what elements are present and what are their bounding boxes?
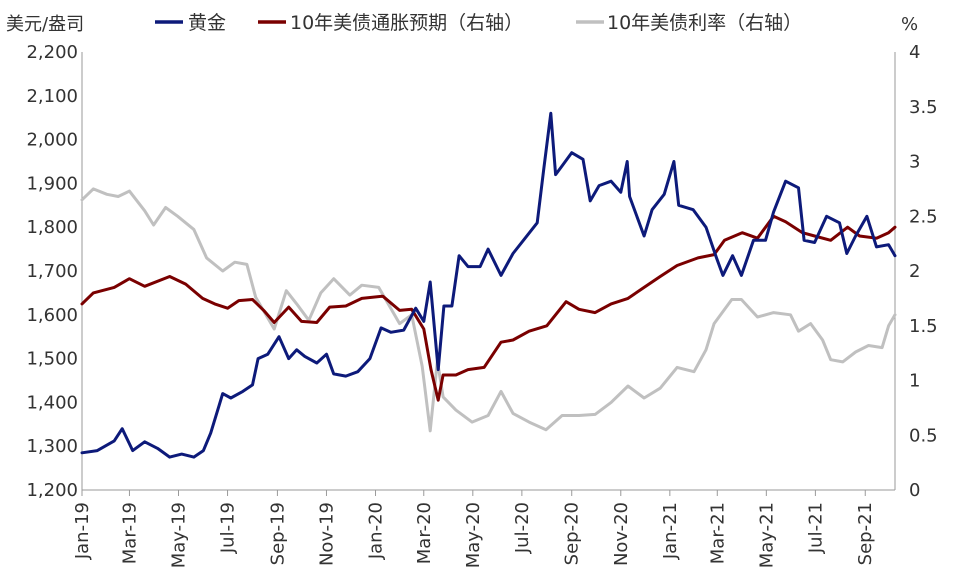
x-tick-label: Sep-19: [267, 502, 288, 565]
right-tick-label: 3.5: [909, 97, 938, 118]
right-tick-label: 2.5: [909, 206, 938, 227]
left-axis-ticks: 1,200 1,300 1,400 1,500 1,600 1,700 1,800 1,900…: [26, 42, 78, 501]
left-tick-label: 2,100: [26, 86, 78, 107]
series-line-inflation-expectation: [80, 214, 897, 402]
right-axis-unit: %: [901, 14, 918, 35]
legend: 黄金 10年美债通胀预期（右轴） 10年美债利率（右轴）: [155, 12, 802, 34]
x-tick-label: Jul-20: [512, 502, 533, 554]
x-tick-label: Jan-19: [72, 502, 93, 560]
right-tick-label: 1.5: [909, 316, 938, 337]
left-tick-label: 1,600: [26, 305, 78, 326]
right-axis-ticks: 0 0.5 1 1.5 2 2.5 3 3.5 4: [909, 42, 938, 501]
right-tick-label: 1: [909, 371, 920, 392]
left-tick-label: 2,000: [26, 130, 78, 151]
x-tick-label: May-21: [756, 502, 777, 568]
x-tick-label: Sep-21: [855, 502, 876, 565]
left-tick-label: 1,500: [26, 349, 78, 370]
left-tick-label: 1,300: [26, 436, 78, 457]
left-axis-unit: 美元/盎司: [6, 14, 84, 35]
x-tick-label: Jul-21: [805, 502, 826, 554]
right-tick-label: 4: [909, 42, 920, 63]
x-tick-label: Mar-20: [414, 502, 435, 564]
left-tick-label: 1,700: [26, 261, 78, 282]
x-tick-label: Jan-21: [660, 502, 681, 560]
series-line-treasury-yield: [80, 187, 897, 433]
x-tick-label: May-19: [168, 502, 189, 568]
x-tick-label: Nov-20: [611, 502, 632, 566]
legend-label-inflation: 10年美债通胀预期（右轴）: [290, 12, 523, 34]
x-tick-label: Mar-19: [119, 502, 140, 564]
left-tick-label: 1,400: [26, 392, 78, 413]
x-tick-label: Nov-19: [316, 502, 337, 566]
series-line-gold: [80, 111, 897, 459]
x-tick-label: May-20: [463, 502, 484, 568]
left-tick-label: 1,800: [26, 217, 78, 238]
series-layer: [80, 111, 897, 459]
x-tick-label: Mar-21: [707, 502, 728, 564]
legend-label-gold: 黄金: [188, 12, 226, 34]
left-tick-label: 1,900: [26, 173, 78, 194]
right-tick-label: 0: [909, 480, 920, 501]
right-tick-label: 0.5: [909, 425, 938, 446]
axes: [81, 52, 896, 491]
x-axis-ticks: Jan-19 Mar-19 May-19 Jul-19 Sep-19 Nov-19 Jan-…: [72, 490, 876, 568]
left-tick-label: 2,200: [26, 42, 78, 63]
legend-label-yield: 10年美债利率（右轴）: [607, 12, 802, 34]
x-tick-label: Sep-20: [562, 502, 583, 565]
x-tick-label: Jul-19: [218, 502, 239, 554]
right-tick-label: 2: [909, 261, 920, 282]
left-tick-label: 1,200: [26, 480, 78, 501]
x-tick-label: Jan-20: [366, 502, 387, 560]
right-tick-label: 3: [909, 152, 920, 173]
